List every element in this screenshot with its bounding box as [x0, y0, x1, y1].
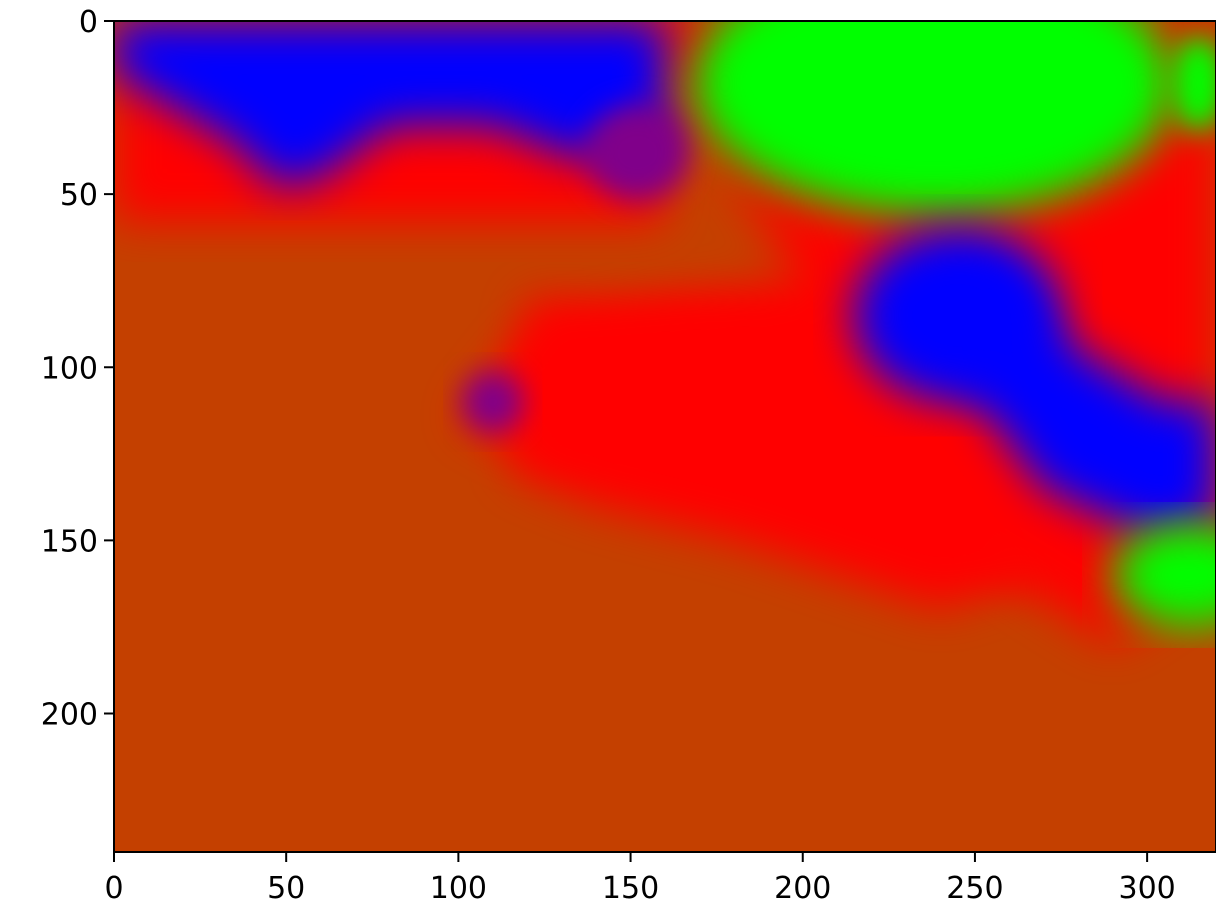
y-tick-label: 100: [41, 351, 98, 386]
x-tick-label: 300: [1118, 871, 1175, 906]
heatmap-region-blue-7: [957, 263, 1216, 534]
heatmap-region-green-5: [1171, 34, 1216, 132]
y-tick-label: 0: [79, 5, 98, 40]
heatmap-region-purple-8: [461, 370, 524, 434]
y-tick-label: 200: [41, 698, 98, 733]
y-tick-label: 50: [60, 178, 98, 213]
x-tick-label: 250: [946, 871, 1003, 906]
x-axis: 0 50 100 150 200 250 300: [104, 852, 1176, 906]
plot-area: [114, 21, 1216, 852]
heatmap-region-green-4: [692, 21, 1175, 215]
heatmap-region-purple-9: [585, 104, 690, 202]
x-tick-label: 50: [267, 871, 305, 906]
y-tick-label: 150: [41, 524, 98, 559]
x-tick-label: 0: [104, 871, 123, 906]
y-axis: 0 50 100 150 200: [41, 5, 114, 733]
heatmap-region-red-2: [510, 298, 1044, 610]
plot-frame: [113, 20, 1216, 853]
heatmap-region-green-10: [1112, 523, 1216, 627]
heatmap-regions: [114, 21, 1216, 645]
x-tick-label: 150: [602, 871, 659, 906]
x-tick-label: 200: [774, 871, 831, 906]
x-tick-label: 100: [430, 871, 487, 906]
heatmap-region-blue-3: [114, 21, 665, 188]
